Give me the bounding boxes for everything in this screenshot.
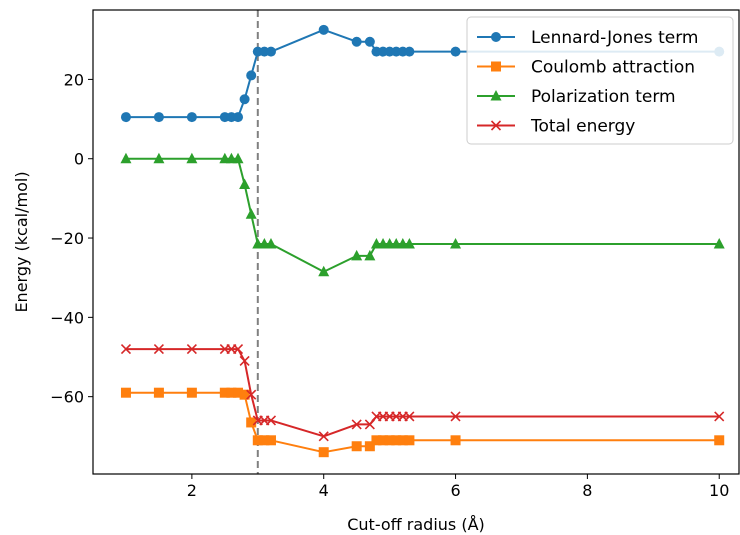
data-point — [450, 435, 461, 446]
data-point — [265, 46, 276, 57]
series-line — [125, 157, 720, 273]
y-tick-label: −20 — [50, 229, 84, 248]
y-tick-label: −60 — [50, 388, 84, 407]
data-point — [239, 178, 251, 189]
legend-marker — [491, 32, 501, 42]
legend: Lennard-Jones term Coulomb attraction Pola… — [466, 16, 734, 145]
data-point — [714, 411, 725, 422]
x-tick-label: 6 — [450, 481, 460, 500]
data-point — [351, 249, 363, 261]
y-tick-label: −40 — [50, 308, 84, 327]
data-point — [153, 112, 164, 123]
data-point — [714, 435, 725, 446]
data-point — [384, 435, 395, 446]
data-point — [246, 417, 257, 428]
y-tick-label: 0 — [74, 150, 84, 169]
data-point — [232, 344, 244, 355]
data-point — [186, 152, 198, 164]
legend-marker — [490, 90, 502, 101]
data-point — [246, 389, 257, 400]
legend-label: Coulomb attraction — [531, 58, 695, 78]
data-point — [239, 94, 250, 105]
ticks-layer: 2 4 6 8 10 −60 −40 −20 0 20 — [50, 70, 729, 500]
data-point — [265, 415, 277, 426]
legend-label: Polarization term — [531, 87, 676, 107]
legend-label: Total energy — [530, 117, 635, 137]
data-point — [364, 249, 376, 261]
data-point — [219, 387, 230, 398]
data-point — [226, 387, 237, 398]
data-point — [120, 344, 132, 355]
x-tick-label: 2 — [187, 481, 197, 500]
data-point — [318, 265, 330, 277]
data-point — [713, 237, 725, 249]
data-point — [252, 435, 263, 446]
series-line — [125, 348, 720, 438]
data-point — [318, 447, 329, 458]
data-point — [186, 344, 197, 355]
data-point — [153, 387, 164, 398]
data-point — [378, 435, 389, 446]
data-point — [391, 435, 402, 446]
series-layer — [120, 24, 725, 458]
series-3 — [120, 344, 725, 442]
data-point — [120, 152, 132, 164]
data-point — [318, 431, 329, 442]
x-tick-label: 4 — [319, 481, 329, 500]
legend-label: Lennard-Jones term — [531, 28, 698, 48]
x-tick-label: 10 — [709, 481, 729, 500]
legend-marker — [490, 120, 502, 131]
legend-item: Lennard-Jones term — [477, 28, 698, 48]
data-point — [186, 112, 197, 123]
data-point — [233, 387, 244, 398]
data-point — [364, 36, 375, 47]
data-point — [364, 419, 375, 430]
legend-item: Polarization term — [477, 87, 676, 107]
plot-frame — [92, 9, 740, 475]
data-point — [403, 237, 415, 249]
data-point — [351, 36, 362, 47]
data-point — [371, 435, 382, 446]
data-point — [397, 435, 408, 446]
data-point — [120, 112, 131, 123]
data-point — [351, 441, 362, 452]
data-point — [450, 237, 462, 249]
data-point — [404, 435, 415, 446]
data-point — [404, 411, 415, 422]
series-0 — [120, 24, 725, 123]
data-point — [245, 208, 257, 219]
data-point — [153, 152, 165, 164]
data-point — [351, 419, 362, 430]
x-axis-label: Cut-off radius (Å) — [347, 515, 485, 534]
data-point — [246, 70, 257, 81]
data-point — [233, 112, 244, 123]
data-point — [265, 435, 276, 446]
data-point — [450, 46, 461, 57]
data-point — [259, 435, 270, 446]
legend-item: Coulomb attraction — [477, 58, 695, 78]
data-point — [120, 387, 131, 398]
legend-marker — [491, 61, 501, 72]
data-point — [186, 387, 197, 398]
data-point — [404, 46, 415, 57]
y-tick-label: 20 — [64, 70, 84, 89]
data-point — [239, 389, 250, 400]
series-2 — [120, 152, 725, 277]
legend-item: Total energy — [477, 117, 635, 137]
x-tick-label: 8 — [582, 481, 592, 500]
data-point — [450, 411, 461, 422]
legend-box — [466, 16, 734, 145]
data-point — [232, 152, 244, 164]
data-point — [364, 441, 375, 452]
series-1 — [120, 387, 725, 458]
data-point — [153, 344, 164, 355]
data-point — [318, 24, 329, 35]
data-point — [239, 355, 250, 367]
data-point — [265, 237, 277, 249]
y-axis-label: Energy (kcal/mol) — [12, 171, 31, 312]
